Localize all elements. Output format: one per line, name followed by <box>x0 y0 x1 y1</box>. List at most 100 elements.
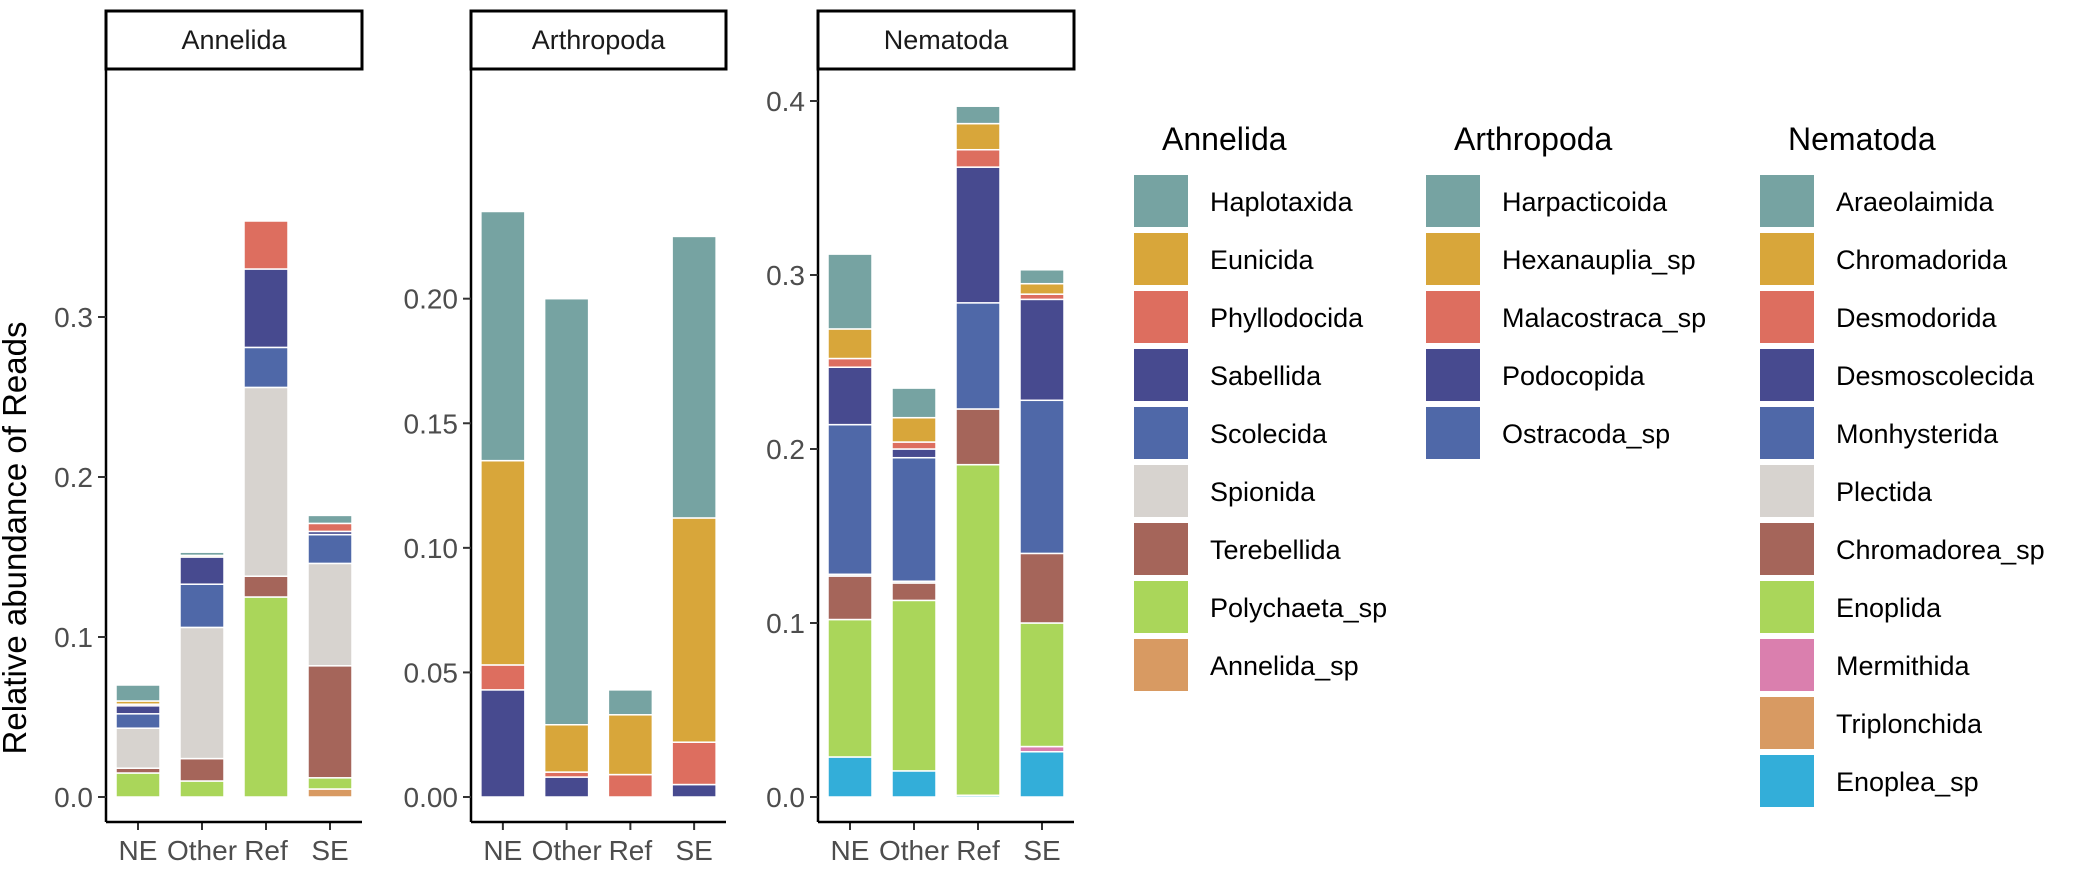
bar-segment-annelida-other-spionida <box>179 626 225 760</box>
strip-annelida <box>104 9 364 71</box>
legend-key-triplonchida <box>1760 697 1814 749</box>
legend-key-polychaeta-sp <box>1134 581 1188 633</box>
strip-arthropoda <box>469 9 728 71</box>
panel-arthropoda: Arthropoda NE Other Ref SE 0.00 0.05 0.10 0.15 0.… <box>404 9 728 866</box>
legend-key-harpacticoida <box>1426 175 1480 227</box>
bar-segment-nematoda-other-chromadorea-sp <box>891 582 937 602</box>
legend-label-terebellida: Terebellida <box>1210 535 1342 565</box>
legend-label-podocopida: Podocopida <box>1502 361 1646 391</box>
bar-segment-nematoda-other-enoplea-sp <box>891 770 937 798</box>
bar-segment-arthropoda-ref-hexanauplia-sp <box>607 714 654 776</box>
bar-segment-annelida-ref-sabellida <box>243 268 289 349</box>
y-axis-label: Relative abundance of Reads <box>0 322 33 755</box>
bar-segment-nematoda-ref-araeolaimida <box>955 105 1001 125</box>
bar-segment-annelida-se-terebellida <box>307 665 353 779</box>
legend-title-annelida: Annelida <box>1162 121 1287 157</box>
bar-segment-annelida-ne-scolecida <box>115 713 161 729</box>
x-tick-label-nematoda-ne: NE <box>831 835 870 866</box>
legend-label-polychaeta-sp: Polychaeta_sp <box>1210 593 1387 623</box>
bar-segment-nematoda-se-chromadorea-sp <box>1019 552 1065 624</box>
panel-nematoda: Nematoda NE Other Ref SE 0.0 0.1 0.2 0.3 0.4 <box>766 9 1076 866</box>
bar-segment-arthropoda-other-hexanauplia-sp <box>543 723 590 773</box>
panel-annelida: Annelida NE Other Ref SE 0.0 0.1 0.2 0.3 <box>54 9 364 866</box>
x-tick-label-annelida-ref: Ref <box>244 835 288 866</box>
bar-segment-annelida-ref-spionida <box>243 386 289 577</box>
bar-segment-nematoda-se-enoplida <box>1019 622 1065 748</box>
bar-segment-annelida-se-phyllodocida <box>307 522 353 533</box>
legend-nematoda: Nematoda Araeolaimida Chromadorida Desmodor… <box>1760 121 2045 807</box>
bar-segment-nematoda-ref-desmoscolecida <box>955 166 1001 304</box>
legend-key-chromadorida <box>1760 233 1814 285</box>
x-tick-label-annelida-se: SE <box>311 835 348 866</box>
strip-nematoda <box>816 9 1076 71</box>
bar-segment-annelida-se-haplotaxida <box>307 514 353 525</box>
legend-label-plectida: Plectida <box>1836 477 1933 507</box>
legend-label-araeolaimida: Araeolaimida <box>1836 187 1995 217</box>
bar-segment-annelida-se-annelida-sp <box>307 788 353 798</box>
bar-segment-annelida-other-terebellida <box>179 757 225 782</box>
bar-segment-arthropoda-se-hexanauplia-sp <box>671 517 717 743</box>
legend-label-haplotaxida: Haplotaxida <box>1210 187 1354 217</box>
legend-key-enoplea-sp <box>1760 755 1814 807</box>
y-tick-label-nematoda-0: 0.0 <box>766 782 805 813</box>
legend-key-phyllodocida <box>1134 291 1188 343</box>
bar-segment-nematoda-se-araeolaimida <box>1019 269 1065 285</box>
bar-segment-arthropoda-ne-podocopida <box>480 689 526 798</box>
bar-segment-arthropoda-se-podocopida <box>671 783 717 798</box>
legend-annelida: Annelida Haplotaxida Eunicida Phyllodocida S… <box>1134 121 1387 691</box>
y-tick-label-arthropoda-3: 0.15 <box>404 408 459 439</box>
legend-label-harpacticoida: Harpacticoida <box>1502 187 1668 217</box>
bar-segment-nematoda-other-monhysterida <box>891 456 937 582</box>
bar-segment-annelida-ref-polychaeta-sp <box>243 596 289 798</box>
x-tick-label-annelida-ne: NE <box>119 835 158 866</box>
legend-label-chromadorea-sp: Chromadorea_sp <box>1836 535 2045 565</box>
legend-label-eunicida: Eunicida <box>1210 245 1315 275</box>
legend-key-terebellida <box>1134 523 1188 575</box>
bar-segment-arthropoda-other-harpacticoida <box>543 297 590 726</box>
bar-segment-nematoda-ref-chromadorida <box>955 122 1001 151</box>
bar-segment-nematoda-other-desmoscolecida <box>891 448 937 459</box>
bar-segment-nematoda-ne-enoplida <box>827 618 873 758</box>
y-tick-label-nematoda-2: 0.2 <box>766 434 805 465</box>
bar-segment-annelida-se-spionida <box>307 562 353 667</box>
y-tick-label-arthropoda-1: 0.05 <box>404 657 459 688</box>
bar-segment-nematoda-other-enoplida <box>891 599 937 772</box>
bar-segment-annelida-ref-phyllodocida <box>243 220 289 270</box>
x-tick-label-arthropoda-ne: NE <box>483 835 522 866</box>
bar-segment-nematoda-ne-desmodorida <box>827 357 873 368</box>
bar-segment-nematoda-se-enoplea-sp <box>1019 751 1065 798</box>
y-tick-label-annelida-2: 0.2 <box>54 462 93 493</box>
legend-key-desmoscolecida <box>1760 349 1814 401</box>
bar-segment-nematoda-se-monhysterida <box>1019 399 1065 555</box>
legend-label-spionida: Spionida <box>1210 477 1316 507</box>
x-tick-label-arthropoda-se: SE <box>675 835 712 866</box>
legend-key-hexanauplia-sp <box>1426 233 1480 285</box>
bar-segment-nematoda-ref-enoplida <box>955 463 1001 797</box>
legend-key-plectida <box>1760 465 1814 517</box>
bar-segment-annelida-other-polychaeta-sp <box>179 780 225 798</box>
bar-segment-nematoda-ref-desmodorida <box>955 148 1001 168</box>
legend-arthropoda: Arthropoda Harpacticoida Hexanauplia_sp Mal… <box>1426 121 1706 459</box>
legends: Annelida Haplotaxida Eunicida Phyllodocida S… <box>1134 121 2045 807</box>
bar-segment-arthropoda-other-podocopida <box>543 776 590 798</box>
legend-label-phyllodocida: Phyllodocida <box>1210 303 1364 333</box>
y-tick-label-arthropoda-0: 0.00 <box>404 782 459 813</box>
y-tick-label-annelida-1: 0.1 <box>54 622 93 653</box>
y-tick-label-annelida-0: 0.0 <box>54 782 93 813</box>
bar-segment-annelida-ne-spionida <box>115 727 161 769</box>
bar-segment-arthropoda-se-harpacticoida <box>671 235 717 519</box>
legend-title-nematoda: Nematoda <box>1788 121 1936 157</box>
y-tick-label-nematoda-1: 0.1 <box>766 608 805 639</box>
bar-segment-annelida-ref-scolecida <box>243 346 289 389</box>
x-tick-label-arthropoda-ref: Ref <box>609 835 653 866</box>
bar-segment-nematoda-ref-chromadorea-sp <box>955 408 1001 466</box>
bar-segment-arthropoda-ref-harpacticoida <box>607 689 654 716</box>
legend-label-ostracoda-sp: Ostracoda_sp <box>1502 419 1670 449</box>
bar-segment-annelida-other-scolecida <box>179 583 225 629</box>
legend-key-podocopida <box>1426 349 1480 401</box>
bar-segment-annelida-se-scolecida <box>307 533 353 565</box>
legend-label-desmodorida: Desmodorida <box>1836 303 1998 333</box>
x-tick-label-nematoda-ref: Ref <box>956 835 1000 866</box>
